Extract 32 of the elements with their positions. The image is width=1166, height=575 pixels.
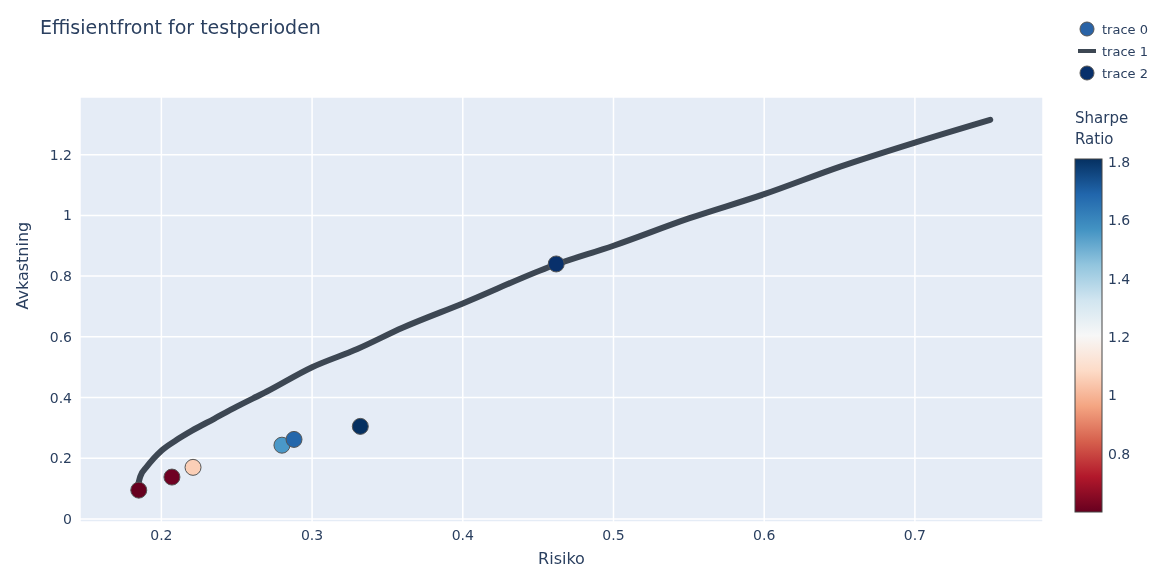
color-bar-label: 1 [1108,387,1117,404]
y-tick-label: 1.2 [49,146,72,163]
color-bar-label: 1.4 [1108,270,1131,287]
color-bar-label: 1.8 [1108,153,1131,170]
y-tick-label: 1 [63,207,72,224]
x-axis-title: Risiko [538,549,585,568]
chart-title: Effisientfront for testperioden [40,16,321,38]
x-tick-label: 0.5 [602,526,625,543]
color-bar-label: 0.8 [1108,445,1131,462]
point [547,255,565,273]
point [163,468,181,486]
x-tick-label: 0.2 [150,526,173,543]
y-axis-title: Avkastning [12,221,32,310]
y-tick-label: 0.6 [49,328,73,345]
y-tick-label: 0 [63,510,72,527]
point [130,481,148,499]
x-tick-label: 0.7 [903,526,927,543]
color-bar-label: 1.6 [1108,212,1131,229]
x-tick-label: 0.3 [300,526,324,543]
color-bar-label: 1.2 [1108,328,1131,345]
legend-label: trace 2 [1102,65,1148,81]
point [351,417,369,435]
color-bar-title: Sharpe Ratio [1075,108,1130,150]
y-tick-label: 0.8 [49,268,72,285]
point [285,430,303,448]
x-tick-label: 0.4 [451,526,475,543]
y-tick-label: 0.2 [49,450,72,467]
legend-label: trace 0 [1102,21,1148,37]
legend-label: trace 1 [1102,43,1148,59]
y-tick-label: 0.4 [49,389,73,406]
x-tick-label: 0.6 [753,526,776,543]
point [184,458,202,476]
